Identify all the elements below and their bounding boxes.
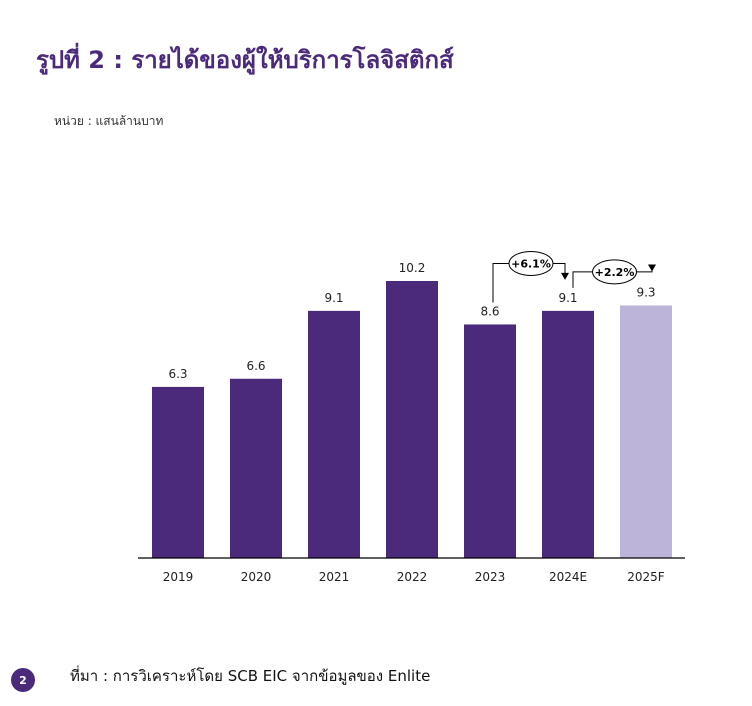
growth-annotation-2: +2.2% (572, 259, 656, 288)
arrow-down-icon (648, 264, 656, 272)
bar-2020 (230, 378, 282, 558)
x-tick-2022: 2022 (397, 570, 428, 584)
growth-bubble (508, 250, 554, 276)
data-label-2019: 6.3 (168, 367, 187, 381)
data-label-2023: 8.6 (480, 304, 499, 318)
x-tick-2023: 2023 (475, 570, 506, 584)
page-number-badge: 2 (11, 668, 35, 692)
arrow-down-icon (561, 272, 569, 280)
bar-2022 (386, 281, 438, 558)
source-note: ที่มา : การวิเคราะห์โดย SCB EIC จากข้อมู… (70, 667, 431, 685)
bar-2025F (620, 305, 672, 558)
growth-label: +6.1% (511, 257, 551, 270)
bar-2019 (152, 386, 204, 558)
bar-2021 (308, 310, 360, 558)
x-tick-2019: 2019 (163, 570, 194, 584)
growth-annotation-1: +6.1% (492, 250, 569, 303)
data-label-2021: 9.1 (324, 291, 343, 305)
data-label-2022: 10.2 (399, 261, 426, 275)
chart-title: รูปที่ 2 : รายได้ของผู้ให้บริการโลจิสติก… (36, 46, 454, 74)
data-label-2020: 6.6 (246, 359, 265, 373)
x-tick-2021: 2021 (319, 570, 350, 584)
data-label-2024E: 9.1 (558, 291, 577, 305)
growth-bubble (592, 259, 637, 285)
x-tick-2024E: 2024E (549, 570, 587, 584)
x-tick-2020: 2020 (241, 570, 272, 584)
bar-2024E (542, 310, 594, 558)
bar-chart: 6.3 6.6 9.1 10.2 8.6 9.1 9.3 2019 2020 2021 2022 2… (138, 250, 685, 584)
x-tick-2025F: 2025F (627, 570, 665, 584)
bar-2023 (464, 324, 516, 558)
data-label-2025F: 9.3 (636, 285, 655, 299)
unit-label: หน่วย : แสนล้านบาท (54, 114, 164, 128)
growth-label: +2.2% (595, 266, 635, 279)
